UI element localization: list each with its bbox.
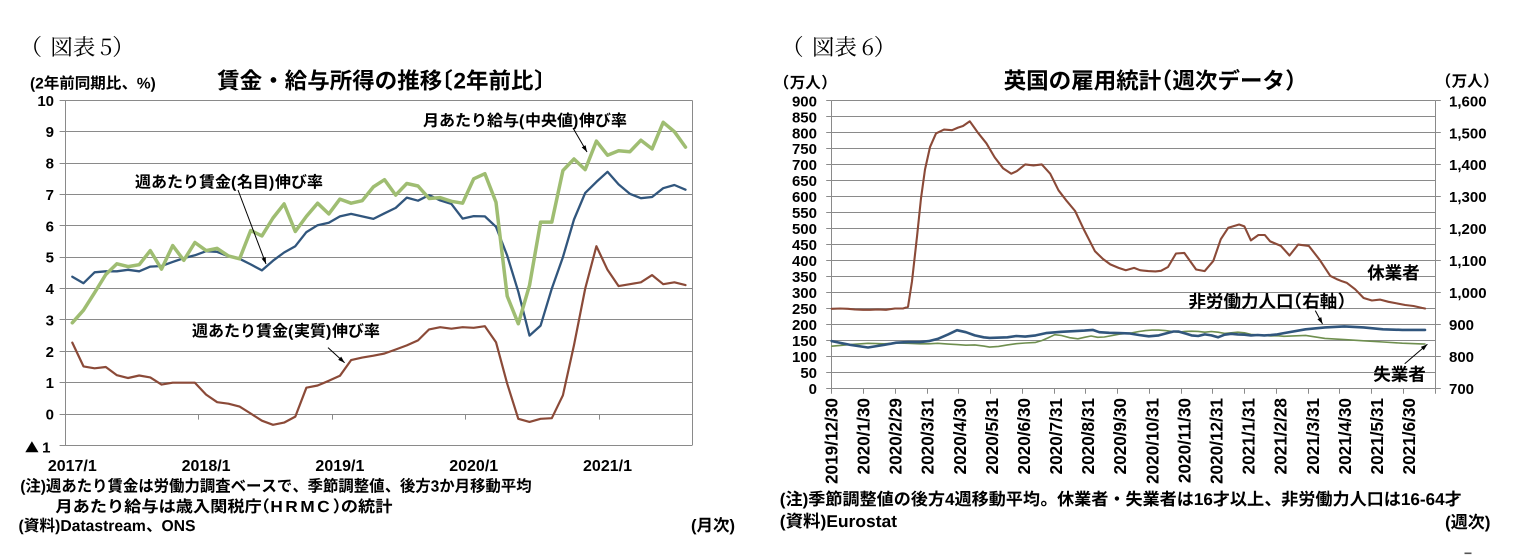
svg-text:100: 100	[792, 349, 817, 366]
svg-text:700: 700	[792, 157, 817, 174]
svg-text:600: 600	[792, 189, 817, 206]
svg-text:900: 900	[792, 93, 817, 110]
svg-text:350: 350	[792, 269, 817, 286]
svg-text:4: 4	[46, 281, 55, 298]
svg-text:2020/10/31: 2020/10/31	[1142, 398, 1162, 484]
svg-text:2021/1/31: 2021/1/31	[1239, 398, 1259, 475]
svg-text:10: 10	[37, 93, 54, 110]
svg-text:2020/8/31: 2020/8/31	[1078, 398, 1098, 475]
svg-text:3: 3	[46, 313, 54, 330]
svg-text:2018/1: 2018/1	[182, 458, 231, 475]
svg-text:850: 850	[792, 109, 817, 126]
svg-text:1: 1	[42, 439, 50, 456]
svg-text:1,000: 1,000	[1449, 285, 1487, 302]
svg-text:2019/12/30: 2019/12/30	[821, 398, 841, 484]
svg-text:1: 1	[46, 375, 54, 392]
svg-text:2020/1: 2020/1	[449, 458, 498, 475]
svg-text:400: 400	[792, 253, 817, 270]
svg-text:7: 7	[46, 187, 54, 204]
svg-text:700: 700	[1449, 381, 1474, 398]
svg-text:50: 50	[800, 365, 817, 382]
svg-text:2020/1/30: 2020/1/30	[854, 398, 874, 474]
svg-text:150: 150	[792, 333, 817, 350]
svg-text:900: 900	[1449, 317, 1474, 334]
svg-text:650: 650	[792, 173, 817, 190]
svg-text:2017/1: 2017/1	[48, 458, 97, 475]
svg-text:200: 200	[792, 317, 817, 334]
svg-text:2021/4/30: 2021/4/30	[1335, 398, 1355, 474]
svg-text:8: 8	[46, 156, 54, 173]
svg-text:550: 550	[792, 205, 817, 222]
svg-text:2020/7/31: 2020/7/31	[1046, 398, 1066, 475]
svg-text:2020/4/30: 2020/4/30	[950, 398, 970, 474]
svg-text:2020/12/31: 2020/12/31	[1207, 398, 1227, 484]
svg-text:2019/1: 2019/1	[315, 458, 364, 475]
svg-text:1,100: 1,100	[1449, 253, 1487, 270]
svg-text:5: 5	[46, 250, 54, 267]
svg-text:300: 300	[792, 285, 817, 302]
svg-text:450: 450	[792, 237, 817, 254]
svg-text:2020/2/29: 2020/2/29	[886, 398, 906, 474]
svg-text:9: 9	[46, 124, 54, 141]
svg-text:2020/5/31: 2020/5/31	[982, 398, 1002, 475]
svg-text:2020/6/30: 2020/6/30	[1014, 398, 1034, 474]
svg-text:2: 2	[46, 344, 54, 361]
svg-text:2021/5/31: 2021/5/31	[1367, 398, 1387, 475]
svg-text:800: 800	[1449, 349, 1474, 366]
svg-text:1,500: 1,500	[1449, 125, 1487, 142]
svg-text:800: 800	[792, 125, 817, 142]
svg-text:500: 500	[792, 221, 817, 238]
svg-text:250: 250	[792, 301, 817, 318]
svg-text:1,600: 1,600	[1449, 93, 1487, 110]
svg-text:2021/6/30: 2021/6/30	[1399, 398, 1419, 474]
svg-text:0: 0	[809, 381, 817, 398]
svg-text:2020/3/31: 2020/3/31	[918, 398, 938, 475]
svg-text:750: 750	[792, 141, 817, 158]
svg-text:2021/2/28: 2021/2/28	[1271, 398, 1291, 475]
svg-text:2021/3/31: 2021/3/31	[1303, 398, 1323, 475]
svg-text:1,200: 1,200	[1449, 221, 1487, 238]
svg-text:1,300: 1,300	[1449, 189, 1487, 206]
svg-text:2020/11/30: 2020/11/30	[1174, 398, 1194, 483]
svg-text:2021/1: 2021/1	[583, 458, 632, 475]
svg-text:6: 6	[46, 218, 54, 235]
svg-text:2020/9/30: 2020/9/30	[1110, 398, 1130, 474]
svg-text:0: 0	[46, 407, 54, 424]
svg-text:1,400: 1,400	[1449, 157, 1487, 174]
